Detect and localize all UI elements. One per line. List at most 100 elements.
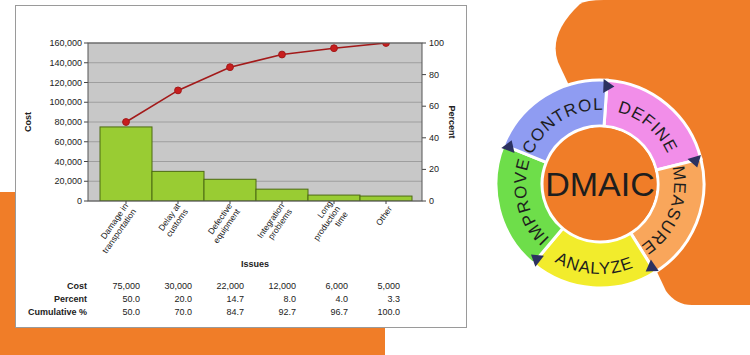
plot-area	[88, 43, 422, 201]
marker	[331, 45, 338, 52]
table-cell: 100.0	[377, 307, 400, 317]
category-label-line: Other	[374, 204, 394, 227]
table-cell: 30,000	[164, 281, 192, 291]
table-row-label: Cost	[67, 281, 87, 291]
grid-line	[88, 102, 422, 103]
tick-mark	[422, 74, 426, 75]
line	[126, 43, 386, 122]
tick-mark	[84, 43, 88, 44]
tick-label: 60	[429, 101, 439, 111]
axis-title: Percent	[447, 105, 457, 138]
dmaic-title: DMAIC	[545, 165, 655, 203]
tick-label: 40	[429, 133, 439, 143]
tick-label: 80,000	[54, 117, 82, 127]
table-cell: 5,000	[377, 281, 400, 291]
category-label-line: equipment	[211, 206, 242, 245]
tick-mark	[84, 161, 88, 162]
dmaic-arrow	[531, 254, 544, 266]
dmaic-ring	[496, 80, 704, 288]
dmaic-stage-text: DEFINE	[616, 98, 681, 157]
tick-label: 60,000	[54, 137, 82, 147]
category-label-line: problems	[266, 207, 294, 241]
dmaic-stage-label: ANALYZE	[552, 248, 635, 278]
tick-mark	[84, 181, 88, 182]
table-cell: 84.7	[226, 307, 244, 317]
tick-mark	[84, 141, 88, 142]
bar	[204, 179, 256, 201]
table-row-label: Cumulative %	[28, 307, 87, 317]
tick-mark	[84, 102, 88, 103]
dmaic-stage-text: ANALYZE	[552, 248, 635, 278]
tick-mark	[422, 169, 426, 170]
bar	[256, 189, 308, 201]
tick-label: 0	[77, 196, 82, 206]
table-cell: 22,000	[216, 281, 244, 291]
marker	[175, 87, 182, 94]
tick-label: 120,000	[49, 78, 82, 88]
grid-line	[88, 122, 422, 123]
bar	[308, 195, 360, 201]
plot-marks	[100, 43, 412, 201]
tick-mark	[126, 201, 127, 204]
tick-mark	[386, 201, 387, 204]
table-cell: 50.0	[122, 307, 140, 317]
category-label: Defectiveequipment	[203, 201, 242, 245]
bar	[152, 171, 204, 201]
plot-frame	[88, 43, 422, 201]
tick-label: 40,000	[54, 157, 82, 167]
tick-mark	[422, 43, 426, 44]
grid-line	[88, 82, 422, 83]
tick-mark	[84, 201, 88, 202]
tick-label: 0	[429, 196, 434, 206]
table-cell: 6,000	[325, 281, 348, 291]
dmaic-arrow	[687, 155, 700, 168]
tick-mark	[422, 201, 426, 202]
dmaic-stage-text: CONTROL	[518, 95, 603, 157]
tick-label: 100	[429, 38, 444, 48]
dmaic-stage-label: CONTROL	[518, 95, 603, 157]
table-cell: 4.0	[335, 294, 348, 304]
bar	[100, 127, 152, 201]
tick-mark	[334, 201, 335, 204]
tick-label: 100,000	[49, 97, 82, 107]
table-cell: 50.0	[122, 294, 140, 304]
tick-mark	[84, 62, 88, 63]
dmaic-arrow	[646, 259, 659, 271]
marker	[227, 64, 234, 71]
table-cell: 3.3	[387, 294, 400, 304]
marker	[279, 51, 286, 58]
tick-label: 160,000	[49, 38, 82, 48]
table-cell: 96.7	[330, 307, 348, 317]
axis-title: Issues	[241, 259, 269, 269]
table-cell: 20.0	[174, 294, 192, 304]
table-cell: 92.7	[278, 307, 296, 317]
tick-mark	[282, 201, 283, 204]
marker	[383, 43, 390, 46]
dmaic-stage-label: DEFINE	[616, 98, 681, 157]
tick-label: 140,000	[49, 58, 82, 68]
category-label-line: customs	[164, 207, 190, 239]
table-cell: 14.7	[226, 294, 244, 304]
dmaic-arrow	[603, 79, 614, 93]
chart-panel	[16, 6, 467, 328]
table-cell: 70.0	[174, 307, 192, 317]
table-cell: 75,000	[112, 281, 140, 291]
category-label: Longproductiontime	[303, 198, 350, 247]
bar	[360, 196, 412, 201]
tick-label: 20	[429, 164, 439, 174]
tick-mark	[84, 82, 88, 83]
tick-mark	[84, 122, 88, 123]
dmaic-arrow	[501, 140, 514, 153]
tick-mark	[178, 201, 179, 204]
grid-line	[88, 62, 422, 63]
tick-label: 20,000	[54, 176, 82, 186]
tick-mark	[422, 106, 426, 107]
table-cell: 8.0	[283, 294, 296, 304]
tick-mark	[230, 201, 231, 204]
category-label: Other	[374, 204, 394, 227]
category-label: Damage intransportation	[92, 201, 138, 255]
category-label: Integrationproblems	[255, 201, 294, 245]
category-label: Delay atcustoms	[156, 201, 190, 239]
category-label-line: transportation	[100, 207, 138, 256]
canvas: 0 20,000 40,000 60,000 80,000 100,000 120,000 1…	[0, 0, 750, 355]
